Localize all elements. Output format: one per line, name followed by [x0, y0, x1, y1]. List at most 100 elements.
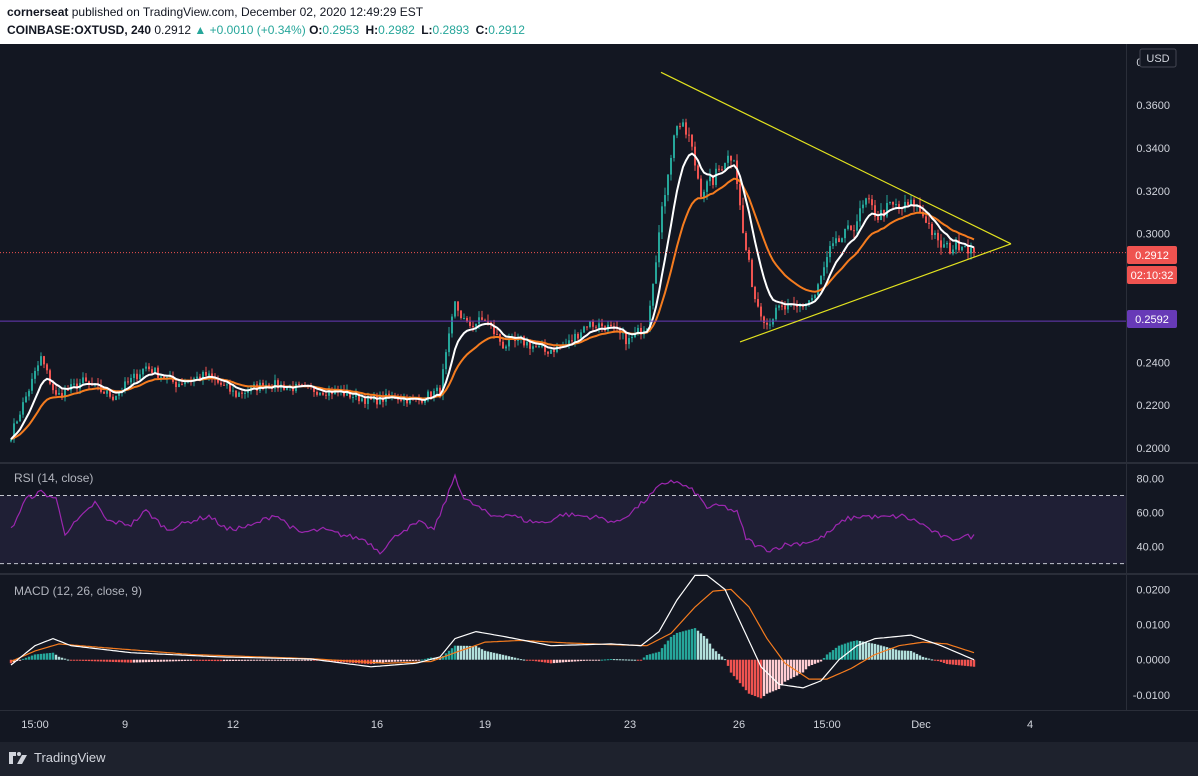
macd-histogram-bar	[198, 659, 202, 661]
macd-histogram-bar	[36, 654, 40, 660]
candle-body	[232, 390, 234, 392]
macd-histogram-bar	[735, 659, 739, 680]
macd-histogram-bar	[303, 659, 307, 661]
candle-body	[661, 206, 663, 233]
macd-histogram-bar	[732, 659, 736, 677]
open-label: O:	[309, 23, 323, 37]
macd-histogram-bar	[912, 652, 916, 660]
currency-badge[interactable]	[1139, 48, 1177, 68]
macd-histogram-bar	[312, 659, 316, 661]
macd-histogram-bar	[408, 659, 412, 662]
macd-histogram-bar	[816, 659, 820, 663]
macd-title[interactable]: MACD (12, 26, close, 9)	[14, 584, 142, 598]
candle-body	[760, 306, 762, 317]
macd-histogram-bar	[612, 659, 616, 661]
candle-body	[316, 391, 318, 395]
macd-histogram-bar	[180, 659, 184, 662]
macd-histogram-bar	[285, 659, 289, 661]
time-tick-label: 19	[479, 719, 491, 731]
candle-body	[37, 365, 39, 372]
macd-histogram-bar	[96, 659, 100, 662]
macd-histogram-bar	[282, 659, 286, 661]
macd-histogram-bar	[189, 659, 193, 661]
macd-histogram-bar	[153, 659, 157, 662]
pane-separator[interactable]	[0, 462, 1198, 464]
chart-canvas[interactable]: 0.38000.36000.34000.32000.30000.28000.26…	[0, 44, 1198, 742]
candle-body	[937, 232, 939, 241]
chart-header: cornerseat published on TradingView.com,…	[0, 0, 1198, 44]
macd-histogram-bar	[930, 659, 934, 661]
triangle-upper-line[interactable]	[660, 71, 1012, 245]
low-label: L:	[421, 23, 433, 37]
macd-histogram-bar	[132, 659, 136, 663]
macd-histogram-bar	[192, 659, 196, 661]
time-axis[interactable]: 15:00 9 12 16 19 23 26 15:00 Dec 4	[21, 719, 1033, 731]
macd-histogram-bar	[837, 645, 841, 660]
macd-histogram-bar	[540, 659, 544, 663]
candle-body	[970, 247, 972, 254]
macd-histogram-bar	[438, 658, 442, 660]
macd-histogram-bar	[807, 659, 811, 667]
candle-body	[532, 346, 534, 349]
price-tick-label: 0.3400	[1136, 143, 1170, 155]
candle-body	[742, 205, 744, 233]
candle-body	[589, 321, 591, 328]
triangle-lower-line[interactable]	[739, 243, 1012, 343]
macd-histogram-bar	[57, 656, 61, 660]
candle-body	[208, 373, 210, 376]
candle-body	[550, 350, 552, 354]
macd-pane[interactable]: 0.0200 0.0100 0.0000 -0.0100	[9, 574, 1170, 702]
macd-histogram-bar	[333, 659, 337, 662]
candle-body	[496, 334, 498, 336]
candle-body	[448, 333, 450, 353]
candle-body	[430, 391, 432, 398]
candle-body	[409, 397, 411, 404]
macd-histogram-bar	[546, 659, 550, 663]
tradingview-logo[interactable]: TradingView	[8, 750, 106, 765]
macd-histogram-bar	[465, 645, 469, 660]
candle-body	[481, 317, 483, 320]
macd-histogram-bar	[792, 659, 796, 678]
candle-body	[136, 373, 138, 380]
candle-body	[691, 134, 693, 147]
candle-body	[178, 383, 180, 388]
macd-histogram-bar	[528, 659, 532, 661]
time-tick-label: 4	[1027, 719, 1033, 731]
candle-body	[751, 259, 753, 287]
macd-histogram-bar	[927, 658, 931, 660]
macd-histogram-bar	[168, 659, 172, 662]
macd-histogram-bar	[564, 659, 568, 663]
candle-body	[493, 325, 495, 335]
candle-body	[82, 377, 84, 384]
candle-body	[376, 396, 378, 405]
candle-body	[829, 246, 831, 258]
rsi-pane[interactable]: 80.00 60.00 40.00	[0, 473, 1164, 565]
candle-body	[133, 373, 135, 378]
macd-histogram-bar	[63, 658, 67, 660]
candle-body	[217, 379, 219, 383]
symbol-info: COINBASE:OXTUSD, 240 0.2912 ▲ +0.0010 (+…	[7, 23, 528, 37]
macd-histogram-bar	[693, 628, 697, 660]
candle-body	[142, 368, 144, 375]
candle-body	[670, 157, 672, 175]
macd-histogram-bar	[87, 659, 91, 662]
chart-background	[0, 44, 1198, 742]
macd-histogram-bar	[570, 659, 574, 662]
candle-body	[973, 247, 975, 253]
candle-body	[709, 176, 711, 182]
candle-body	[631, 336, 633, 339]
level-badge	[1127, 310, 1177, 328]
macd-histogram-bar	[891, 648, 895, 660]
rsi-title[interactable]: RSI (14, close)	[14, 471, 93, 485]
author-name[interactable]: cornerseat	[7, 5, 69, 19]
candle-body	[220, 382, 222, 385]
candle-body	[469, 321, 471, 326]
candle-body	[625, 332, 627, 345]
macd-histogram-bar	[708, 643, 712, 660]
candle-body	[160, 376, 162, 378]
macd-histogram-bar	[651, 653, 655, 660]
macd-histogram-bar	[150, 659, 154, 662]
symbol-name[interactable]: COINBASE:OXTUSD, 240	[7, 23, 152, 37]
pane-separator[interactable]	[0, 573, 1198, 575]
macd-histogram-bar	[405, 659, 409, 662]
